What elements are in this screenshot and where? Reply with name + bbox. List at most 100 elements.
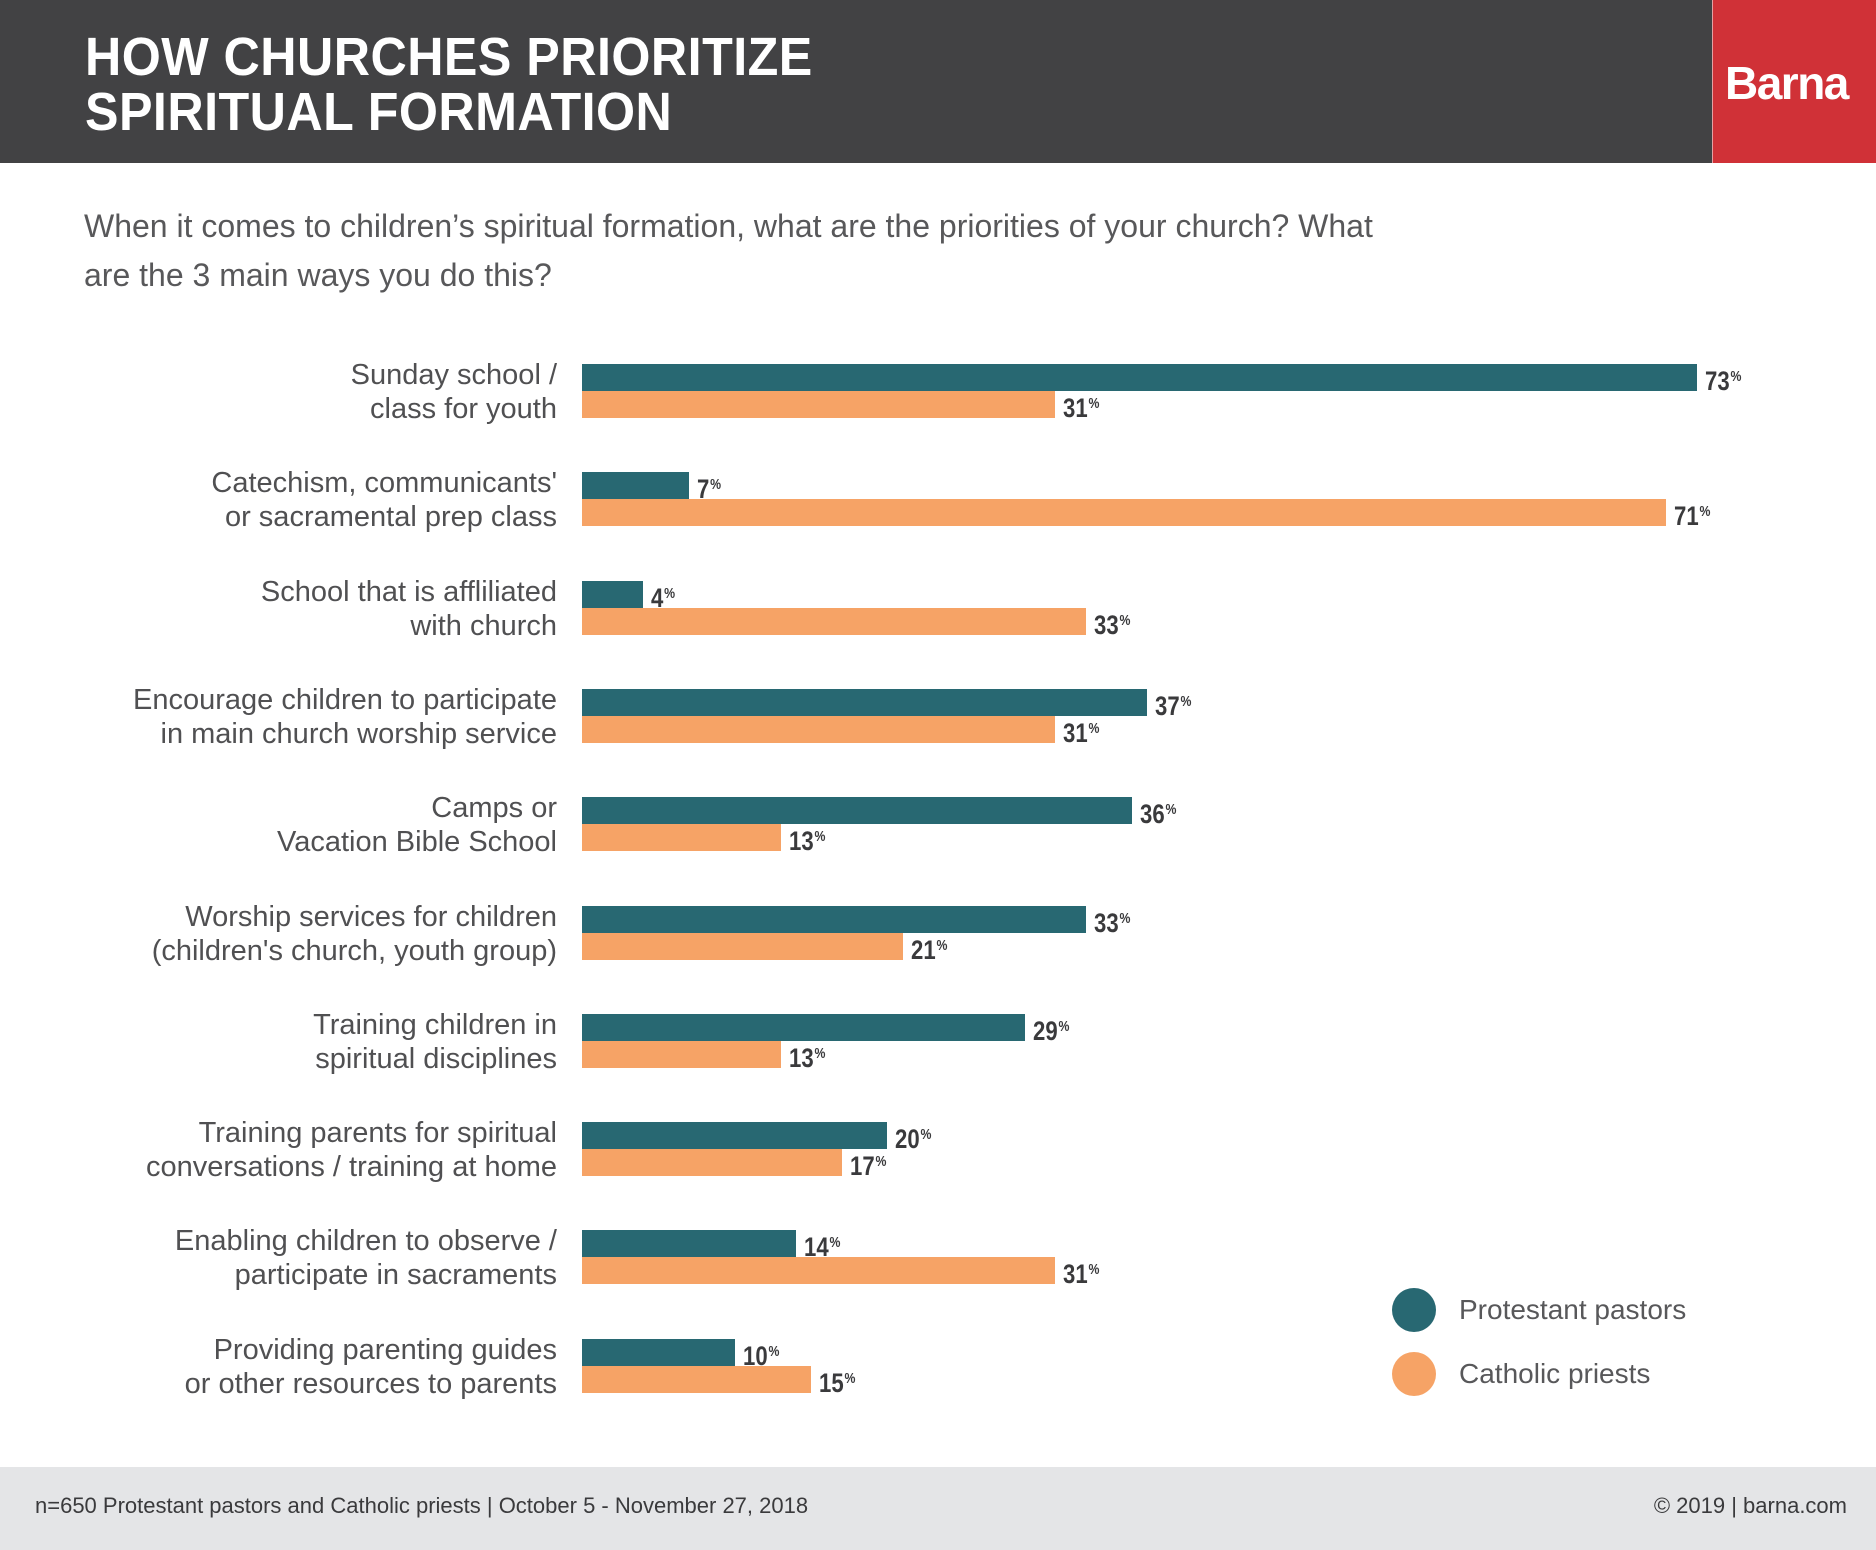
chart-subtitle: When it comes to children’s spiritual fo… [84,208,1373,293]
percent-sign: % [1165,801,1177,819]
value-number: 21 [910,934,936,965]
bar-protestant [582,472,689,500]
value-number: 73 [1704,366,1730,396]
bar-catholic [582,824,781,852]
value-number: 20 [895,1124,921,1155]
value-label-catholic: 15% [819,1364,855,1398]
percent-sign: % [1180,692,1192,710]
value-number: 4 [651,582,664,613]
bar-protestant [582,1230,796,1258]
page-title: HOW CHURCHES PRIORITIZE SPIRITUAL FORMAT… [85,30,813,140]
value-label-protestant: 4% [651,579,675,613]
category-label-line: in main church worship service [160,717,557,750]
bar-protestant [582,688,1147,716]
percent-sign: % [1730,368,1742,385]
title-line-1: HOW CHURCHES PRIORITIZE [85,27,813,87]
bar-catholic [582,1040,781,1068]
category-label-line: Worship services for children [185,900,557,933]
percent-sign: % [813,1044,825,1062]
bar-catholic [582,715,1056,743]
value-number: 33 [1093,907,1119,938]
value-label-protestant: 29% [1033,1012,1069,1046]
value-label-protestant: 37% [1155,687,1191,721]
bar-catholic [582,499,1667,527]
percent-sign: % [1088,395,1100,412]
percent-sign: % [1699,503,1711,521]
copyright: © 2019 | barna.com [1653,1493,1847,1518]
category-label: Encourage children to participate in main… [17,683,557,751]
category-label-line: or other resources to parents [184,1367,557,1400]
category-label-line: Encourage children to participate [133,683,557,716]
percent-sign: % [1119,909,1131,927]
bar-protestant [582,1013,1025,1041]
value-number: 13 [788,1042,814,1073]
value-number: 13 [788,826,814,857]
footer: n=650 Protestant pastors and Catholic pr… [0,1467,1876,1550]
bar-protestant [582,797,1132,825]
value-label-catholic: 13% [789,1039,825,1073]
category-label-line: Training parents for spiritual [198,1117,557,1150]
legend-label-catholic: Catholic priests [1459,1358,1651,1389]
percent-sign: % [1088,1261,1100,1279]
category-label: Worship services for children (children's… [17,900,557,968]
category-label-line: or sacramental prep class [224,501,557,534]
category-label-line: conversations / training at home [145,1151,557,1184]
value-number: 7 [696,474,710,505]
category-label-line: participate in sacraments [234,1259,557,1292]
value-number: 31 [1063,1259,1088,1290]
value-label-protestant: 7% [697,470,721,504]
category-label-line: Enabling children to observe / [174,1225,557,1258]
value-number: 33 [1093,609,1119,640]
category-label-line: Catechism, communicants' [211,467,557,500]
value-number: 71 [1674,501,1699,532]
value-label-catholic: 31% [1063,714,1099,748]
category-label-line: class for youth [370,393,557,425]
percent-sign: % [1119,611,1131,629]
percent-sign: % [813,828,825,846]
category-label: Training parents for spiritual conversati… [17,1116,557,1184]
value-label-catholic: 31% [1063,389,1099,423]
value-label-catholic: 31% [1063,1255,1099,1289]
legend-swatch-protestant [1392,1288,1436,1332]
category-label: School that is affliliated with church [17,575,557,643]
bar-protestant [582,905,1086,933]
category-label-line: Providing parenting guides [213,1333,557,1366]
value-number: 31 [1063,393,1088,423]
value-number: 36 [1139,799,1165,830]
value-number: 17 [849,1151,875,1182]
category-label-line: Sunday school / [350,359,557,391]
category-label-line: School that is affliliated [260,575,557,608]
category-label-line: (children's church, youth group) [151,934,557,967]
barna-logo: Barna [1712,0,1876,163]
value-label-catholic: 13% [789,822,825,856]
value-label-catholic: 33% [1094,606,1130,640]
value-number: 31 [1063,717,1088,748]
value-number: 29 [1032,1015,1058,1046]
logo-text: Barna [1725,57,1849,109]
value-number: 15 [819,1367,844,1398]
category-label: Training children in spiritual discipline… [17,1008,557,1076]
bar-catholic [582,1365,812,1393]
category-label: Providing parenting guides or other resou… [17,1333,557,1401]
percent-sign: % [1058,1017,1070,1035]
value-label-catholic: 21% [911,931,947,965]
percent-sign: % [844,1369,856,1387]
value-label-catholic: 71% [1674,497,1710,531]
category-label-line: Camps or [431,792,557,825]
title-line-2: SPIRITUAL FORMATION [85,82,673,142]
value-label-protestant: 33% [1094,904,1130,938]
legend-swatch-catholic [1392,1352,1436,1396]
value-number: 37 [1154,690,1180,721]
percent-sign: % [1088,719,1100,737]
bar-catholic [582,607,1086,635]
bar-protestant [582,580,644,608]
percent-sign: % [768,1342,780,1360]
bar-catholic [582,932,903,960]
percent-sign: % [829,1234,841,1252]
header-bar: HOW CHURCHES PRIORITIZE SPIRITUAL FORMAT… [0,0,1712,163]
value-label-protestant: 36% [1140,795,1176,829]
category-label: Sunday school / class for youth [17,358,557,426]
value-label-protestant: 73% [1705,362,1741,396]
category-label: Enabling children to observe / participat… [17,1224,557,1292]
category-label-line: Vacation Bible School [277,826,557,859]
